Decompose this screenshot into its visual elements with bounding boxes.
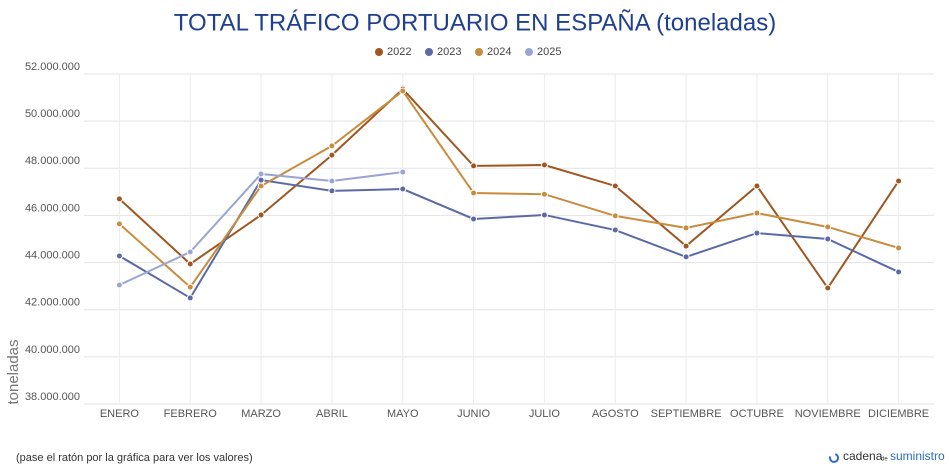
point	[470, 189, 478, 197]
point	[824, 235, 832, 243]
legend-swatch	[425, 48, 433, 56]
legend-swatch	[375, 48, 383, 56]
point	[186, 294, 194, 302]
logo-text: suministro	[890, 449, 945, 463]
point	[115, 195, 123, 203]
point	[753, 209, 761, 217]
point	[824, 284, 832, 292]
point	[186, 260, 194, 268]
point	[753, 182, 761, 190]
point	[328, 187, 336, 195]
point	[682, 242, 690, 250]
legend-label: 2022	[387, 46, 411, 58]
x-tick-label: NOVIEMBRE	[795, 408, 861, 420]
point	[895, 177, 903, 185]
legend-label: 2025	[537, 46, 561, 58]
point	[682, 224, 690, 232]
point	[470, 215, 478, 223]
y-tick-label: 40.000.000	[25, 344, 80, 356]
x-tick-label: JULIO	[529, 408, 561, 420]
legend-label: 2024	[487, 46, 511, 58]
note: (pase el ratón por la gráfica para ver l…	[16, 452, 253, 464]
point	[682, 253, 690, 261]
logo: cadena de suministro	[829, 449, 945, 463]
point	[540, 161, 548, 169]
legend-swatch	[475, 48, 483, 56]
x-tick-label: ABRIL	[316, 408, 348, 420]
y-tick-label: 38.000.000	[25, 391, 80, 403]
x-tick-label: AGOSTO	[592, 408, 639, 420]
point	[257, 182, 265, 190]
point	[824, 223, 832, 231]
logo-text: cadena	[843, 449, 883, 463]
point	[257, 176, 265, 184]
point	[186, 248, 194, 256]
y-axis-label: toneladas	[5, 339, 22, 404]
y-tick-label: 48.000.000	[25, 155, 80, 167]
logo-icon	[829, 453, 839, 463]
legend-swatch	[525, 48, 533, 56]
point	[328, 177, 336, 185]
series-line	[118, 87, 900, 290]
point	[328, 142, 336, 150]
point	[611, 226, 619, 234]
point	[470, 162, 478, 170]
point	[540, 190, 548, 198]
logo-text: de	[881, 457, 888, 463]
point	[611, 182, 619, 190]
point	[895, 244, 903, 252]
y-tick-label: 50.000.000	[25, 108, 80, 120]
x-tick-label: JUNIO	[457, 408, 490, 420]
point	[257, 170, 265, 178]
point	[399, 185, 407, 193]
series-line	[118, 178, 900, 300]
point	[328, 151, 336, 159]
point	[399, 87, 407, 95]
point	[399, 168, 407, 176]
point	[115, 220, 123, 228]
y-tick-label: 46.000.000	[25, 202, 80, 214]
point	[753, 229, 761, 237]
x-tick-label: MARZO	[241, 408, 281, 420]
point	[257, 211, 265, 219]
y-tick-label: 44.000.000	[25, 249, 80, 261]
series-line	[118, 89, 899, 289]
point	[115, 252, 123, 260]
x-tick-label: OCTUBRE	[730, 408, 784, 420]
point	[186, 283, 194, 291]
x-tick-label: ENERO	[100, 408, 140, 420]
y-tick-label: 42.000.000	[25, 297, 80, 309]
point	[895, 268, 903, 276]
chart-title: TOTAL TRÁFICO PORTUARIO EN ESPAÑA (tonel…	[174, 9, 776, 36]
point	[611, 212, 619, 220]
x-tick-label: FEBRERO	[164, 408, 218, 420]
x-tick-label: MAYO	[387, 408, 419, 420]
point	[115, 281, 123, 289]
y-tick-label: 52.000.000	[25, 61, 80, 73]
x-tick-label: DICIEMBRE	[868, 408, 929, 420]
legend-label: 2023	[437, 46, 461, 58]
point	[540, 211, 548, 219]
x-tick-label: SEPTIEMBRE	[651, 408, 722, 420]
